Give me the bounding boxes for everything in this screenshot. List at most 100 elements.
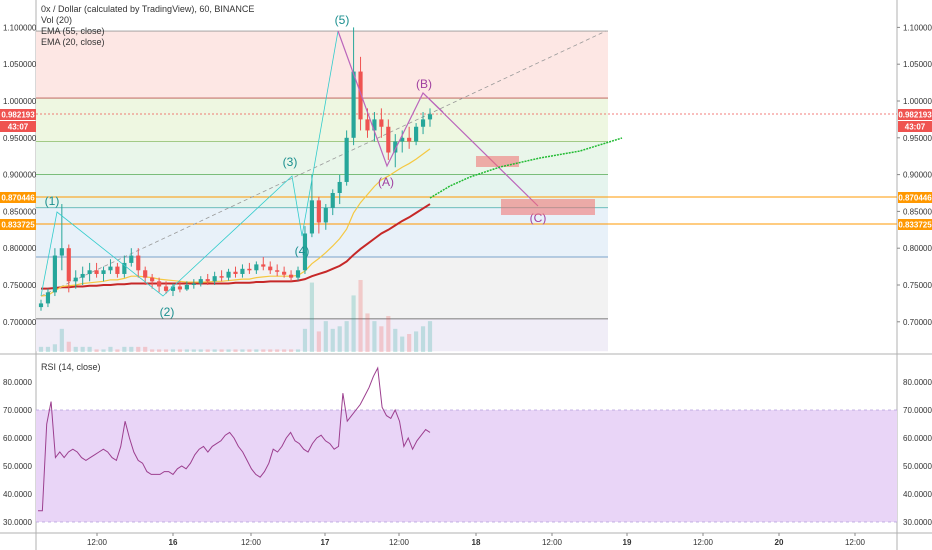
rsi-tick-label: 60.0000: [903, 434, 932, 443]
candle-body: [101, 270, 106, 274]
volume-bar: [233, 349, 238, 352]
level2-badge-right-text: 0.833725: [898, 221, 932, 230]
candle-body: [268, 266, 273, 271]
ema55-line: [41, 203, 431, 290]
price-badge-right-bg: [898, 109, 932, 120]
candle-body: [302, 233, 308, 271]
candle-body: [254, 264, 259, 271]
volume-bar: [184, 349, 189, 352]
volume-bar: [351, 295, 356, 352]
volume-bar: [414, 331, 419, 352]
volume-bar: [268, 349, 273, 352]
rsi-band: [36, 410, 897, 522]
trend-line: [40, 30, 607, 297]
candle: [414, 123, 419, 146]
candle-body: [427, 114, 433, 120]
candle: [184, 281, 189, 291]
fib-zone: [36, 207, 608, 258]
wave-label: (4): [295, 244, 310, 258]
candle-body: [45, 292, 51, 304]
legend-ema20: EMA (20, close): [41, 37, 105, 47]
volume-bar: [38, 346, 44, 352]
candle: [59, 204, 64, 271]
volume-bar: [136, 346, 141, 352]
level2-badge-right: 0.833725: [898, 219, 932, 230]
candle-body: [150, 277, 155, 282]
candle-body: [226, 271, 231, 278]
candle-body: [198, 279, 203, 284]
level2-badge-left: 0.833725: [0, 219, 36, 230]
abc-correction-line: [337, 30, 539, 207]
candle: [66, 244, 71, 293]
volume-bar: [358, 280, 363, 352]
countdown-badge-right-text: 43:07: [905, 123, 926, 132]
target-box: [476, 156, 519, 167]
candle-body: [316, 200, 321, 223]
candle: [108, 259, 113, 274]
projection-line: [429, 137, 623, 199]
candle: [73, 270, 78, 289]
volume-bar: [254, 349, 259, 352]
candle: [101, 266, 106, 282]
volume-bar: [386, 316, 391, 352]
volume-bar: [309, 282, 314, 352]
candle-body: [136, 255, 141, 271]
candle: [115, 262, 120, 278]
candle-body: [143, 270, 148, 278]
candle: [212, 271, 217, 285]
candle: [45, 288, 51, 308]
candle-body: [191, 283, 196, 285]
rsi-tick-label-left: 30.0000: [3, 518, 32, 527]
volume-bar: [282, 349, 287, 352]
candle: [344, 130, 349, 186]
candle-body: [330, 193, 335, 208]
candle-body: [129, 255, 134, 263]
candle-body: [94, 270, 99, 274]
candle-body: [108, 266, 113, 271]
level1-badge-left-text: 0.870446: [1, 194, 35, 203]
candle: [379, 108, 384, 138]
candle: [323, 204, 328, 230]
legend-ema55: EMA (55, close): [41, 26, 105, 36]
candle: [407, 126, 412, 149]
candle: [330, 189, 335, 216]
candle-body: [184, 285, 189, 290]
candle: [177, 281, 183, 293]
abc-label: (B): [416, 77, 432, 91]
candle-body: [66, 248, 71, 282]
candle: [233, 266, 238, 278]
fib-zone: [36, 257, 608, 319]
rsi-legend: RSI (14, close): [41, 362, 101, 372]
level1-badge-right: 0.870446: [898, 192, 932, 203]
level1-badge-right-bg: [898, 192, 932, 203]
candle: [420, 112, 426, 135]
candle-body: [414, 126, 419, 142]
candle-body: [295, 270, 301, 278]
volume-bar: [330, 328, 335, 352]
volume-bar: [337, 326, 342, 352]
volume-bar: [212, 349, 217, 352]
candle-body: [38, 303, 44, 308]
price-tick-label-left: 1.100000: [3, 23, 37, 32]
volume-bar: [365, 313, 370, 352]
candle: [170, 283, 176, 297]
candle: [163, 281, 169, 294]
candle: [219, 270, 224, 282]
volume-bar: [170, 349, 176, 352]
volume-bar: [66, 341, 71, 352]
candle-body: [205, 279, 210, 282]
candle: [254, 261, 259, 274]
rsi-tick-label: 50.0000: [903, 462, 932, 471]
candle-body: [372, 119, 377, 131]
candle-body: [122, 262, 127, 274]
volume-bar: [295, 349, 301, 352]
price-tick-label: 0.850000: [903, 207, 932, 216]
candle-body: [261, 264, 266, 267]
candle: [351, 27, 356, 146]
rsi-tick-label-left: 50.0000: [3, 462, 32, 471]
countdown-badge-right-bg: [898, 121, 932, 132]
volume-bar: [59, 328, 64, 352]
volume-bar: [379, 326, 384, 352]
wave-label: (1): [45, 194, 60, 208]
